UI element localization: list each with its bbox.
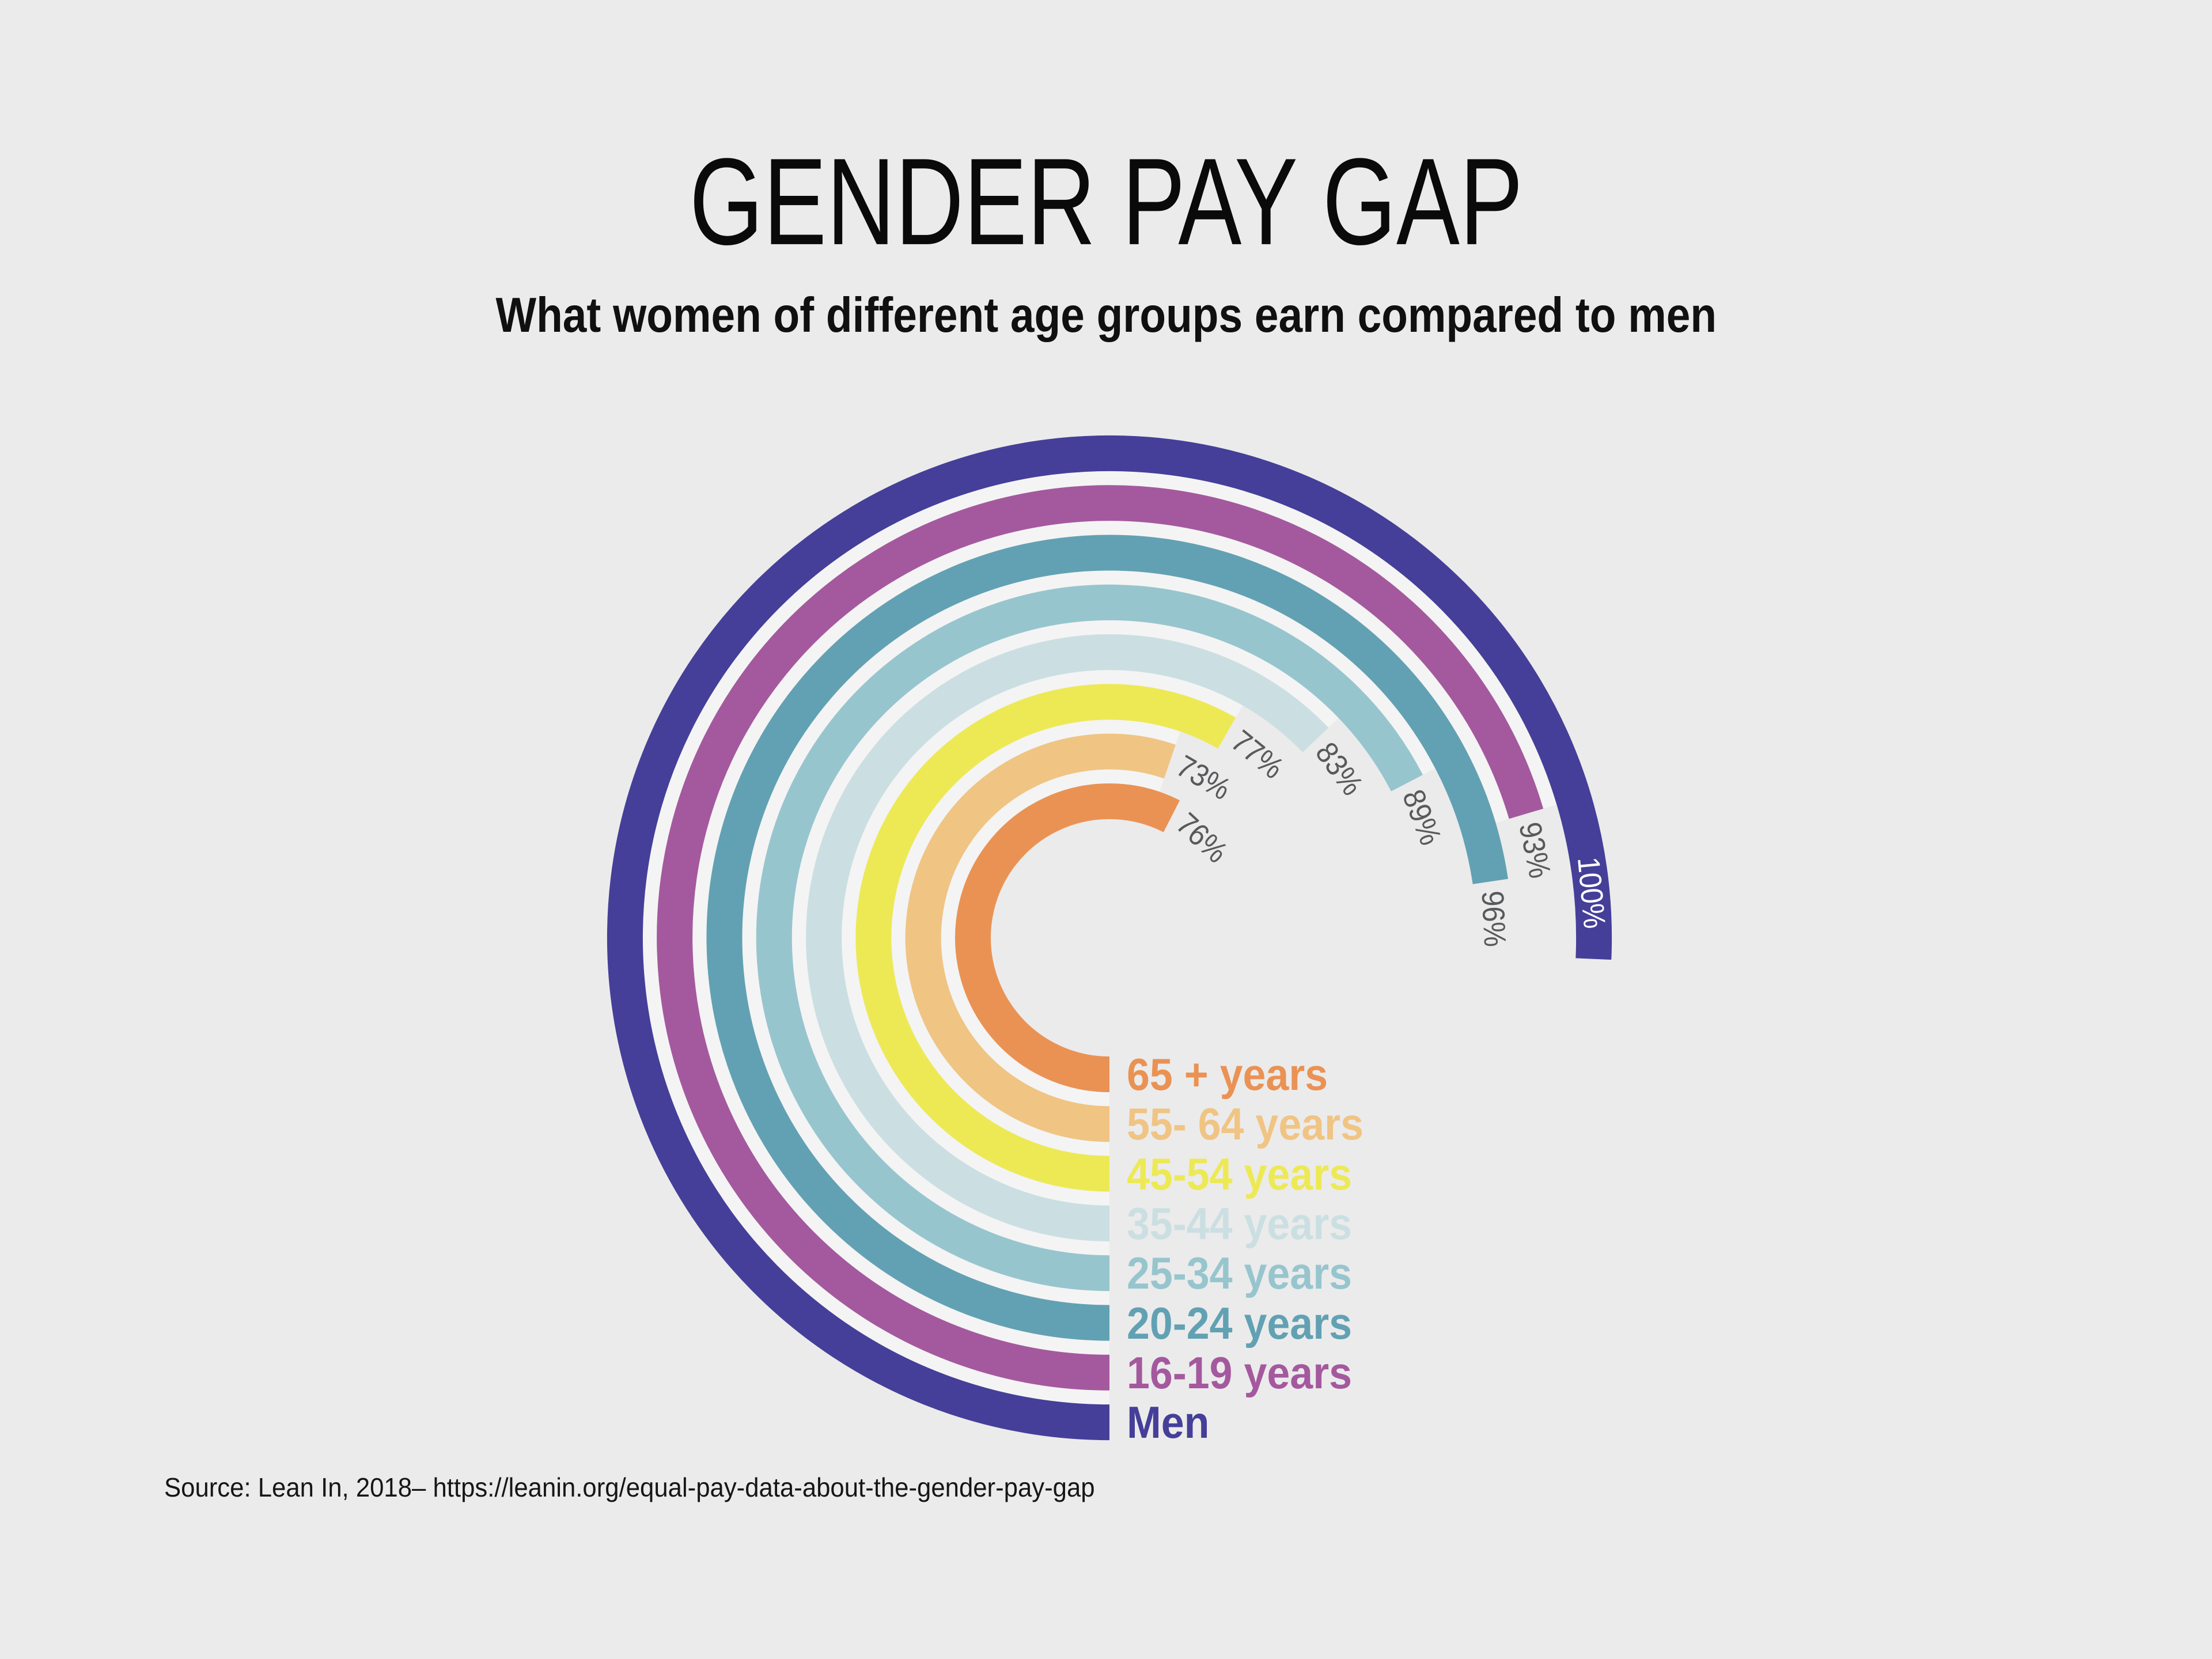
- source-note: Source: Lean In, 2018– https://leanin.or…: [164, 1472, 1095, 1502]
- arc-25-34-years: [756, 584, 1423, 1291]
- legend-item-65-years: 65 + years: [1127, 1049, 1328, 1100]
- legend-item-men: Men: [1127, 1397, 1210, 1448]
- arc-35-44-years: [806, 634, 1329, 1241]
- legend-item-20-24-years: 20-24 years: [1127, 1297, 1353, 1349]
- gap-arc-35-44-years: [791, 620, 1339, 1256]
- arc-16-19-years: [657, 485, 1544, 1391]
- value-label-65-years: 76%: [1170, 806, 1235, 870]
- arc-men: [607, 435, 1612, 1441]
- value-label-35-44-years: 83%: [1309, 736, 1370, 801]
- value-label-55-64-years: 73%: [1171, 748, 1237, 806]
- arc-65-years: [955, 783, 1180, 1092]
- gap-arc-25-34-years: [742, 570, 1435, 1305]
- value-label-men: 100%: [1571, 855, 1612, 930]
- page-title: GENDER PAY GAP: [0, 132, 2212, 271]
- arc-20-24-years: [706, 535, 1508, 1341]
- arc-45-54-years: [855, 684, 1236, 1192]
- gap-arc-55-64-years: [891, 719, 1180, 1156]
- page-subtitle-text: What women of different age groups earn …: [495, 288, 1717, 343]
- legend-item-55-64-years: 55- 64 years: [1127, 1099, 1363, 1150]
- value-label-25-34-years: 89%: [1396, 785, 1449, 850]
- gap-arc-45-54-years: [842, 670, 1243, 1206]
- legend-item-16-19-years: 16-19 years: [1127, 1347, 1353, 1398]
- legend-item-25-34-years: 25-34 years: [1127, 1248, 1353, 1299]
- legend-item-45-54-years: 45-54 years: [1127, 1148, 1353, 1199]
- legend-item-35-44-years: 35-44 years: [1127, 1198, 1353, 1249]
- value-label-16-19-years: 93%: [1513, 819, 1558, 881]
- page-subtitle: What women of different age groups earn …: [0, 283, 2212, 348]
- gap-arc-16-19-years: [643, 471, 1557, 1404]
- arc-55-64-years: [905, 733, 1176, 1142]
- page-title-text: GENDER PAY GAP: [689, 132, 1523, 271]
- gap-arc-20-24-years: [692, 521, 1509, 1355]
- value-label-20-24-years: 96%: [1475, 890, 1513, 948]
- gap-arc-65-years: [941, 769, 1164, 1107]
